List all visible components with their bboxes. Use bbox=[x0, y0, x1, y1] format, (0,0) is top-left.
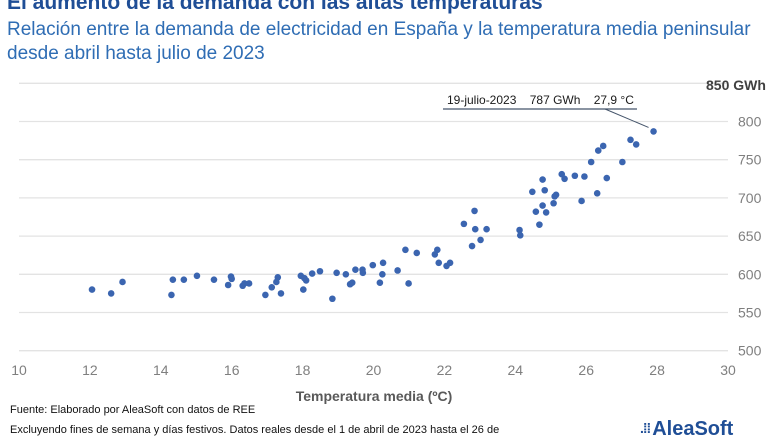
data-point bbox=[581, 173, 588, 180]
data-point bbox=[471, 225, 479, 233]
y-tick-label: 750 bbox=[738, 152, 762, 168]
data-point bbox=[193, 272, 201, 280]
data-point bbox=[593, 190, 601, 197]
data-point bbox=[228, 275, 235, 283]
annotation: 19-julio-2023 787 GWh 27,9 °C bbox=[443, 93, 649, 128]
data-point bbox=[379, 271, 386, 278]
data-point bbox=[348, 279, 356, 287]
y-tick-label: 650 bbox=[738, 228, 762, 244]
data-point bbox=[446, 259, 454, 267]
data-point bbox=[379, 259, 387, 267]
data-point bbox=[88, 286, 96, 293]
x-tick-label: 24 bbox=[508, 362, 524, 378]
data-point bbox=[394, 267, 401, 274]
logo-text: AleaSoft bbox=[652, 418, 734, 440]
aleasoft-logo: .⁞⁞ AleaSoft bbox=[640, 418, 733, 441]
y-tick-label: 700 bbox=[738, 190, 762, 206]
data-point bbox=[571, 172, 579, 180]
data-point bbox=[477, 236, 484, 244]
data-point bbox=[483, 225, 490, 233]
x-tick-label: 14 bbox=[153, 362, 169, 378]
x-tick-label: 30 bbox=[720, 362, 736, 378]
data-point bbox=[274, 274, 282, 281]
data-point bbox=[532, 208, 540, 215]
data-point bbox=[329, 295, 336, 303]
data-point bbox=[468, 242, 476, 250]
data-point bbox=[405, 280, 412, 287]
data-point bbox=[539, 176, 546, 183]
data-point bbox=[627, 136, 634, 144]
data-point bbox=[369, 261, 377, 269]
data-point bbox=[245, 280, 253, 287]
data-point bbox=[541, 186, 549, 194]
data-point bbox=[471, 207, 478, 215]
x-tick-label: 12 bbox=[82, 362, 98, 378]
data-point bbox=[594, 147, 602, 154]
data-point bbox=[300, 286, 307, 293]
source-note: Fuente: Elaborado por AleaSoft con datos… bbox=[10, 404, 256, 416]
annotation-leader-line bbox=[604, 108, 649, 128]
data-point bbox=[210, 276, 218, 283]
data-point bbox=[302, 277, 310, 284]
chart-title: El aumento de la demanda con las altas t… bbox=[7, 0, 543, 14]
data-point bbox=[342, 271, 350, 278]
x-tick-label: 22 bbox=[437, 362, 453, 378]
data-point bbox=[539, 202, 546, 209]
data-point bbox=[578, 197, 585, 205]
data-point bbox=[434, 246, 441, 254]
data-point bbox=[550, 199, 557, 207]
data-point bbox=[516, 226, 523, 234]
data-point bbox=[542, 209, 550, 216]
data-point bbox=[561, 175, 568, 183]
chart-subtitle: Relación entre la demanda de electricida… bbox=[7, 19, 751, 64]
data-point bbox=[650, 128, 657, 135]
data-point bbox=[316, 267, 324, 275]
data-point bbox=[352, 266, 359, 274]
data-point bbox=[277, 290, 285, 297]
data-point bbox=[107, 290, 115, 297]
data-point bbox=[180, 276, 188, 283]
data-point bbox=[552, 191, 560, 199]
data-point bbox=[359, 269, 367, 277]
data-point bbox=[169, 276, 177, 283]
x-tick-label: 26 bbox=[578, 362, 594, 378]
data-point bbox=[224, 281, 232, 289]
data-point bbox=[268, 283, 276, 291]
data-point bbox=[619, 158, 626, 166]
data-point bbox=[308, 270, 316, 277]
annotation-text: 19-julio-2023 787 GWh 27,9 °C bbox=[447, 93, 634, 107]
data-point bbox=[603, 174, 611, 182]
x-tick-label: 18 bbox=[295, 362, 311, 378]
data-point bbox=[376, 279, 384, 287]
data-point bbox=[413, 249, 421, 257]
data-point bbox=[529, 188, 536, 196]
x-tick-label: 10 bbox=[11, 362, 27, 378]
y-unit-label: 850 GWh bbox=[706, 77, 766, 93]
y-tick-label: 600 bbox=[738, 266, 762, 282]
data-point bbox=[333, 269, 340, 277]
data-point bbox=[460, 220, 468, 228]
x-axis-label: Temperatura media (ºC) bbox=[296, 388, 453, 404]
y-tick-label: 800 bbox=[738, 114, 762, 130]
logo-dots-icon: .⁞⁞ bbox=[640, 420, 651, 436]
data-point bbox=[435, 259, 443, 267]
y-tick-label: 500 bbox=[738, 343, 762, 359]
data-point bbox=[632, 141, 640, 148]
x-tick-label: 20 bbox=[366, 362, 382, 378]
data-note: Excluyendo fines de semana y días festiv… bbox=[10, 424, 500, 436]
x-tick-label: 28 bbox=[649, 362, 665, 378]
data-point bbox=[119, 278, 126, 286]
data-point bbox=[262, 291, 269, 299]
data-point bbox=[536, 221, 543, 228]
data-point bbox=[587, 158, 595, 166]
data-point bbox=[599, 142, 607, 150]
y-tick-label: 550 bbox=[738, 305, 762, 321]
x-tick-label: 16 bbox=[224, 362, 240, 378]
data-point bbox=[516, 232, 524, 239]
data-point bbox=[402, 246, 409, 254]
data-point bbox=[168, 291, 175, 299]
data-point bbox=[241, 280, 248, 287]
